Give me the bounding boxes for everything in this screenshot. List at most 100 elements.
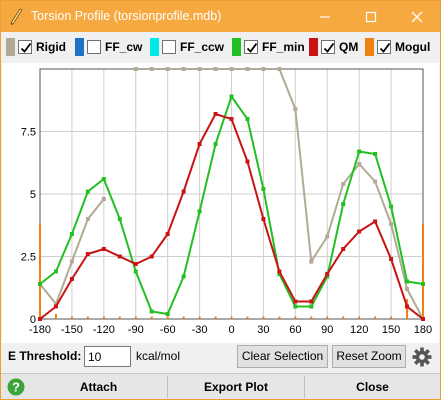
minimize-button[interactable] <box>302 1 348 32</box>
legend-checkbox-qm[interactable] <box>321 40 335 54</box>
data-point-qm <box>69 277 74 281</box>
data-point-rigid <box>389 222 394 226</box>
x-tick-label: -90 <box>128 324 144 336</box>
x-tick-label: 120 <box>350 324 368 336</box>
footer-bar: ? Attach Export Plot Close <box>1 373 440 399</box>
settings-button[interactable] <box>410 345 434 369</box>
data-point-rigid <box>277 67 282 71</box>
data-point-rigid <box>85 217 90 221</box>
data-point-ff-min <box>101 177 106 181</box>
data-point-ff-min <box>245 117 250 121</box>
data-point-ff-min <box>389 204 394 209</box>
data-point-qm <box>389 257 394 261</box>
close-window-button[interactable] <box>394 1 440 32</box>
legend-checkbox-ff-min[interactable] <box>244 40 258 54</box>
legend-swatch <box>309 38 318 56</box>
data-point-qm <box>261 217 266 221</box>
data-point-rigid <box>245 67 250 71</box>
check-icon <box>323 42 335 53</box>
data-point-qm <box>117 254 122 259</box>
help-icon: ? <box>7 378 25 396</box>
e-threshold-input[interactable] <box>84 346 131 367</box>
svg-text:?: ? <box>12 380 20 395</box>
data-point-qm <box>197 142 202 146</box>
close-button[interactable]: Close <box>304 376 440 398</box>
legend-label-ff-cw: FF_cw <box>105 40 143 54</box>
x-tick-label: 150 <box>382 324 400 336</box>
x-tick-label: -120 <box>93 324 115 336</box>
x-tick-label: 30 <box>257 324 269 336</box>
window-title: Torsion Profile (torsionprofile.mdb) <box>31 9 222 23</box>
data-point-ff-min <box>357 149 362 154</box>
data-point-ff-min <box>309 304 314 309</box>
legend-checkbox-ff-ccw[interactable] <box>162 40 176 54</box>
data-point-ff-min <box>325 274 330 279</box>
data-point-qm <box>149 254 154 259</box>
data-point-qm <box>421 317 425 321</box>
torsion-chart[interactable]: -180 -150 -120 -90 -60 -30 0 30 60 90 120 150 180 0 2.… <box>2 63 439 343</box>
x-tick-label: 0 <box>228 324 234 336</box>
data-point-qm <box>38 317 42 321</box>
data-point-qm <box>373 219 378 224</box>
data-point-rigid <box>53 302 58 306</box>
data-point-qm <box>245 159 250 164</box>
data-point-ff-min <box>405 279 410 284</box>
data-point-rigid <box>69 259 74 264</box>
clear-selection-button[interactable]: Clear Selection <box>237 345 328 368</box>
chart-svg[interactable]: -180 -150 -120 -90 -60 -30 0 30 60 90 120 150 180 0 2.… <box>2 63 439 343</box>
data-point-rigid <box>261 67 266 71</box>
data-point-rigid <box>197 67 202 71</box>
minimize-icon <box>320 16 330 18</box>
data-point-rigid <box>149 67 154 71</box>
data-point-rigid <box>405 287 410 291</box>
attach-button[interactable]: Attach <box>79 380 118 394</box>
x-tick-label: -150 <box>61 324 83 336</box>
y-tick-label: 0 <box>30 314 36 326</box>
legend-checkbox-mogul[interactable] <box>377 40 391 54</box>
legend-label-ff-min: FF_min <box>262 40 305 54</box>
title-bar[interactable]: Torsion Profile (torsionprofile.mdb) <box>1 1 440 32</box>
data-point-qm <box>325 272 330 276</box>
check-icon <box>246 42 258 53</box>
data-point-rigid <box>293 107 298 111</box>
data-point-rigid <box>133 67 138 71</box>
export-plot-button[interactable]: Export Plot <box>167 376 304 398</box>
data-point-rigid <box>341 182 346 186</box>
close-icon <box>411 11 423 23</box>
gear-icon <box>412 347 432 367</box>
data-point-ff-min <box>229 94 234 99</box>
maximize-button[interactable] <box>348 1 394 32</box>
data-point-qm <box>165 232 170 236</box>
data-point-ff-min <box>117 217 122 221</box>
data-point-qm <box>53 304 58 309</box>
controls-row: E Threshold: kcal/mol Clear Selection Re… <box>1 343 440 371</box>
data-point-qm <box>101 247 106 251</box>
maximize-icon <box>365 11 377 23</box>
data-point-ff-min <box>293 304 298 309</box>
data-point-ff-min <box>69 232 74 236</box>
legend-label-ff-ccw: FF_ccw <box>180 40 225 54</box>
e-threshold-label: E Threshold: <box>8 349 82 363</box>
data-point-qm <box>309 299 314 304</box>
data-point-ff-min <box>373 152 378 156</box>
legend-checkbox-rigid[interactable] <box>18 40 32 54</box>
data-point-ff-min <box>38 282 42 286</box>
check-icon <box>379 42 391 53</box>
check-icon <box>20 42 32 53</box>
x-tick-label: -60 <box>160 324 176 336</box>
data-point-qm <box>213 112 218 116</box>
data-point-rigid <box>181 67 186 71</box>
legend-swatch <box>150 38 159 56</box>
data-point-qm <box>405 304 410 309</box>
reset-zoom-button[interactable]: Reset Zoom <box>332 345 406 368</box>
data-point-qm <box>277 269 282 274</box>
legend-checkbox-ff-cw[interactable] <box>87 40 101 54</box>
data-point-qm <box>85 252 90 256</box>
data-point-qm <box>341 247 346 251</box>
help-button[interactable]: ? <box>7 378 25 396</box>
data-point-ff-min <box>133 269 138 274</box>
data-point-ff-min <box>197 209 202 214</box>
app-icon <box>7 7 25 25</box>
x-tick-label: 180 <box>414 324 432 336</box>
